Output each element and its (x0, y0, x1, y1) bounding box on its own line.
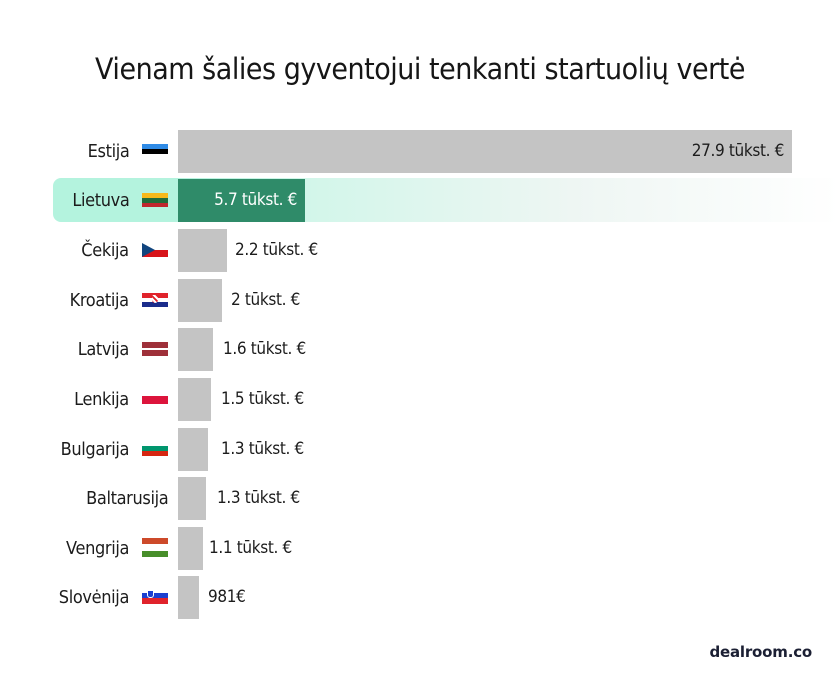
chart-title: Vienam šalies gyventojui tenkanti startu… (95, 52, 745, 86)
bar-row-cekija: Čekija 2.2 tūkst. € (0, 229, 840, 272)
bar (178, 576, 199, 619)
estonia-flag-icon (142, 144, 168, 158)
country-label: Bulgarija (60, 439, 130, 460)
bar (178, 477, 206, 520)
value-label: 5.7 tūkst. € (214, 190, 297, 210)
value-label: 1.6 tūkst. € (223, 339, 306, 359)
bar (178, 527, 203, 570)
bar-highlighted (178, 179, 305, 222)
bar (178, 378, 211, 421)
bar-row-kroatija: Kroatija 2 tūkst. € (0, 279, 840, 322)
value-label: 2 tūkst. € (231, 290, 300, 310)
latvia-flag-icon (142, 342, 168, 356)
country-label: Latvija (77, 339, 130, 360)
czechia-flag-icon (142, 243, 168, 257)
country-label: Lenkija (74, 389, 129, 410)
country-label: Čekija (81, 240, 130, 261)
bar-row-estija: Estija 27.9 tūkst. € (0, 130, 840, 173)
bulgaria-flag-icon (142, 442, 168, 456)
slovenia-flag-icon (142, 588, 168, 604)
highlight-band (53, 178, 840, 222)
value-label: 1.3 tūkst. € (217, 488, 300, 508)
bar (178, 428, 208, 471)
bar (178, 328, 213, 371)
value-label: 1.3 tūkst. € (221, 439, 304, 459)
value-label: 27.9 tūkst. € (691, 141, 785, 161)
poland-flag-icon (142, 392, 168, 406)
bar-row-vengrija: Vengrija 1.1 tūkst. € (0, 527, 840, 570)
bar-row-bulgarija: Bulgarija 1.3 tūkst. € (0, 428, 840, 471)
dealroom-logo: dealroom.co (709, 643, 812, 661)
country-label: Baltarusija (85, 488, 169, 509)
value-label: 981€ (208, 587, 246, 607)
country-label: Lietuva (71, 190, 129, 211)
bar (178, 130, 792, 173)
value-label: 1.5 tūkst. € (221, 389, 304, 409)
value-label: 1.1 tūkst. € (209, 538, 292, 558)
value-label: 2.2 tūkst. € (235, 240, 318, 260)
bar-row-lenkija: Lenkija 1.5 tūkst. € (0, 378, 840, 421)
country-label: Estija (87, 141, 129, 162)
lithuania-flag-icon (142, 193, 168, 207)
hungary-flag-icon (142, 538, 168, 558)
bar (178, 279, 222, 322)
bar-row-baltarusija: Baltarusija 1.3 tūkst. € (0, 477, 840, 520)
bar (178, 229, 227, 272)
bar-row-slovenija: Slovėnija 981€ (0, 576, 840, 619)
bar-row-lietuva: Lietuva 5.7 tūkst. € (0, 178, 840, 222)
country-label: Slovėnija (58, 587, 130, 608)
country-label: Kroatija (69, 290, 130, 311)
bar-row-latvija: Latvija 1.6 tūkst. € (0, 328, 840, 371)
croatia-flag-icon (142, 293, 168, 307)
country-label: Vengrija (65, 538, 129, 559)
